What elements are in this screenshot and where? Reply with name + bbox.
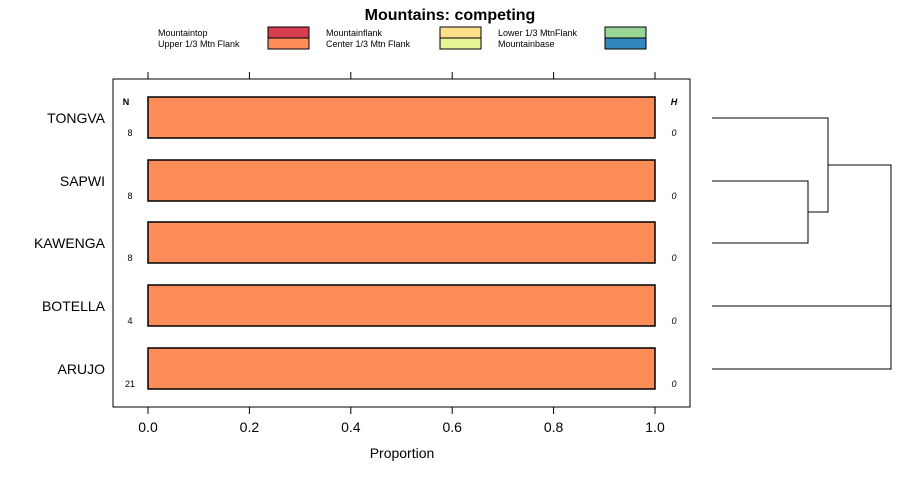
legend-label: Mountaintop [158,28,208,38]
legend-label: Mountainbase [498,39,555,49]
n-value: 8 [127,191,132,201]
legend-label: Lower 1/3 MtnFlank [498,28,578,38]
legend-swatch [267,37,310,50]
category-label: SAPWI [60,173,105,189]
n-value: 4 [127,316,132,326]
x-axis-label: Proportion [370,445,435,461]
h-value: 0 [671,253,676,263]
h-value: 0 [671,128,676,138]
legend-label: Center 1/3 Mtn Flank [326,39,411,49]
n-value: 8 [127,253,132,263]
bar-segment [147,347,656,390]
x-tick-label: 0.2 [240,419,260,435]
n-column-header: N [123,97,130,107]
legend-swatch [439,37,482,50]
n-value: 21 [125,379,135,389]
x-tick-label: 0.4 [341,419,361,435]
dendrogram-branch [712,117,829,213]
legend-swatch [267,26,310,39]
x-tick-label: 0.8 [544,419,564,435]
bar-segment [147,284,656,327]
legend-swatch [604,37,647,50]
chart-title: Mountains: competing [365,7,536,24]
h-column-header: H [671,97,678,107]
category-label: ARUJO [58,361,106,377]
plot-frame [112,78,691,408]
dendrogram-branch [712,180,809,244]
legend-swatch [604,26,647,39]
category-label: TONGVA [47,110,105,126]
x-tick-label: 0.6 [442,419,462,435]
bar-segment [147,221,656,264]
dendrogram [712,117,892,370]
x-tick-label: 1.0 [645,419,665,435]
h-value: 0 [671,191,676,201]
x-tick-label: 0.0 [138,419,158,435]
category-label: BOTELLA [42,298,106,314]
legend-label: Mountainflank [326,28,383,38]
category-label: KAWENGA [34,235,106,251]
h-value: 0 [671,379,676,389]
dendrogram-branch [712,305,892,370]
bar-segment [147,159,656,202]
h-value: 0 [671,316,676,326]
legend-label: Upper 1/3 Mtn Flank [158,39,240,49]
bar-segment [147,96,656,139]
x-axis: 0.0 0.2 0.4 0.6 0.8 1.0 [138,72,665,435]
bar-rows: TONGVA 8 0 SAPWI 8 0 KAWENGA 8 0 BOTELLA 4 0 ARUJO 21… [34,96,677,390]
dendrogram-branch [828,164,892,306]
n-value: 8 [127,128,132,138]
legend-swatch [439,26,482,39]
